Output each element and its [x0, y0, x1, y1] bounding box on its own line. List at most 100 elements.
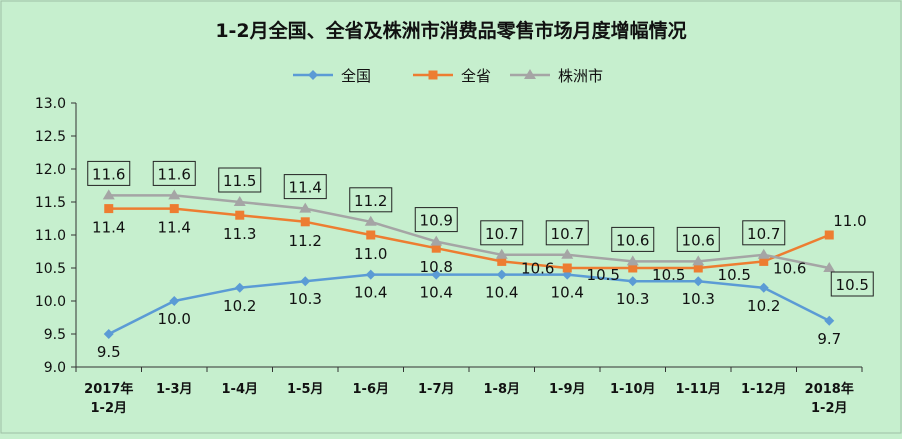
data-label: 10.4 [354, 284, 387, 302]
data-point [308, 70, 318, 80]
data-label: 10.3 [682, 290, 715, 308]
data-label: 10.6 [682, 231, 715, 249]
x-tick-label: 1-11月 [675, 382, 721, 397]
data-label: 10.5 [652, 266, 685, 284]
data-label: 10.2 [747, 297, 780, 315]
data-label-box [283, 174, 327, 200]
y-tick-label: 11.0 [35, 228, 66, 244]
y-tick-label: 12.0 [35, 162, 66, 178]
data-label: 10.2 [223, 297, 256, 315]
x-tick-label: 2017年 [84, 381, 133, 397]
data-label: 11.6 [158, 165, 191, 183]
data-label: 11.4 [92, 219, 125, 237]
data-label-box [830, 271, 874, 297]
data-point [365, 269, 376, 280]
data-point [693, 263, 703, 273]
data-point [169, 204, 179, 214]
data-point [364, 215, 377, 226]
series-line [108, 273, 830, 336]
data-point [823, 262, 836, 272]
data-label: 10.3 [289, 290, 322, 308]
chart-legend: 全国 全省 株洲市 [293, 67, 603, 85]
data-label: 9.7 [817, 330, 841, 348]
data-label: 10.8 [420, 258, 453, 276]
data-label: 10.7 [747, 225, 780, 243]
data-point [431, 269, 442, 280]
y-tick-label: 10.0 [35, 294, 66, 310]
data-point [300, 276, 311, 287]
data-point [497, 256, 507, 266]
data-label: 10.4 [485, 284, 518, 302]
data-label: 10.4 [420, 284, 453, 302]
legend-item: 全国 [293, 67, 371, 85]
data-point [824, 230, 834, 240]
data-point [234, 282, 245, 293]
legend-label: 株洲市 [558, 67, 603, 85]
data-point [627, 276, 638, 287]
x-tick-label: 1-2月 [811, 401, 848, 416]
data-label: 11.6 [92, 165, 125, 183]
data-label: 11.3 [223, 225, 256, 243]
y-tick-label: 12.5 [35, 129, 66, 145]
data-label: 11.4 [158, 219, 191, 237]
data-point [233, 196, 246, 206]
data-label: 11.2 [354, 192, 387, 210]
data-label: 10.5 [836, 276, 869, 294]
x-tick-label: 1-6月 [353, 382, 390, 397]
data-point [758, 282, 769, 293]
x-tick-label: 1-2月 [91, 401, 128, 416]
data-point [495, 248, 508, 259]
data-label: 11.0 [833, 212, 866, 230]
data-point [366, 230, 376, 240]
x-tick-label: 1-9月 [549, 382, 586, 397]
data-label: 9.5 [97, 343, 121, 361]
data-point [235, 210, 245, 220]
data-label: 11.5 [223, 172, 256, 190]
data-point [102, 189, 115, 200]
data-point [104, 204, 114, 214]
plot-area: 9.510.010.2 10.3 10.4 10.4 10.4 10.4 10.3 10.3 1… [87, 160, 874, 361]
data-point [428, 70, 438, 80]
y-tick-label: 10.5 [35, 261, 66, 277]
chart-axes: 9.0 9.5 10.0 10.5 11.0 11.5 12.0 12.5 13.0 2017年 1… [35, 96, 863, 416]
data-label-box [676, 226, 720, 252]
data-label-box [87, 160, 131, 186]
legend-label: 全国 [341, 67, 371, 85]
data-point [561, 248, 574, 259]
data-point [562, 263, 572, 273]
series-line [108, 207, 830, 270]
legend-item: 株洲市 [510, 67, 603, 85]
data-point [692, 255, 705, 266]
x-tick-label: 2018年 [805, 381, 854, 397]
data-label: 11.4 [289, 179, 322, 197]
data-point [299, 202, 312, 213]
data-label: 10.5 [718, 266, 751, 284]
data-point [824, 315, 835, 326]
data-point [496, 269, 507, 280]
x-tick-label: 1-4月 [222, 382, 259, 397]
data-label: 10.9 [420, 212, 453, 230]
data-point [103, 329, 114, 339]
data-point [759, 256, 769, 266]
series-line [108, 194, 830, 270]
data-label-box [218, 167, 262, 193]
data-label: 10.3 [616, 290, 649, 308]
data-label: 11.0 [354, 245, 387, 263]
data-label: 10.6 [616, 231, 649, 249]
data-label-box [480, 220, 524, 246]
y-tick-label: 9.5 [44, 327, 66, 343]
data-label-box [545, 220, 589, 246]
legend-item: 全省 [413, 67, 491, 85]
x-tick-label: 1-3月 [156, 382, 193, 397]
x-tick-label: 1-12月 [741, 382, 787, 397]
data-label: 10.4 [551, 284, 584, 302]
data-label: 11.2 [289, 232, 322, 250]
data-point [169, 296, 180, 306]
data-point [693, 276, 704, 287]
data-label: 10.6 [773, 259, 806, 277]
x-tick-label: 1-7月 [418, 382, 455, 397]
y-tick-label: 9.0 [44, 360, 66, 376]
data-label: 10.0 [158, 310, 191, 328]
